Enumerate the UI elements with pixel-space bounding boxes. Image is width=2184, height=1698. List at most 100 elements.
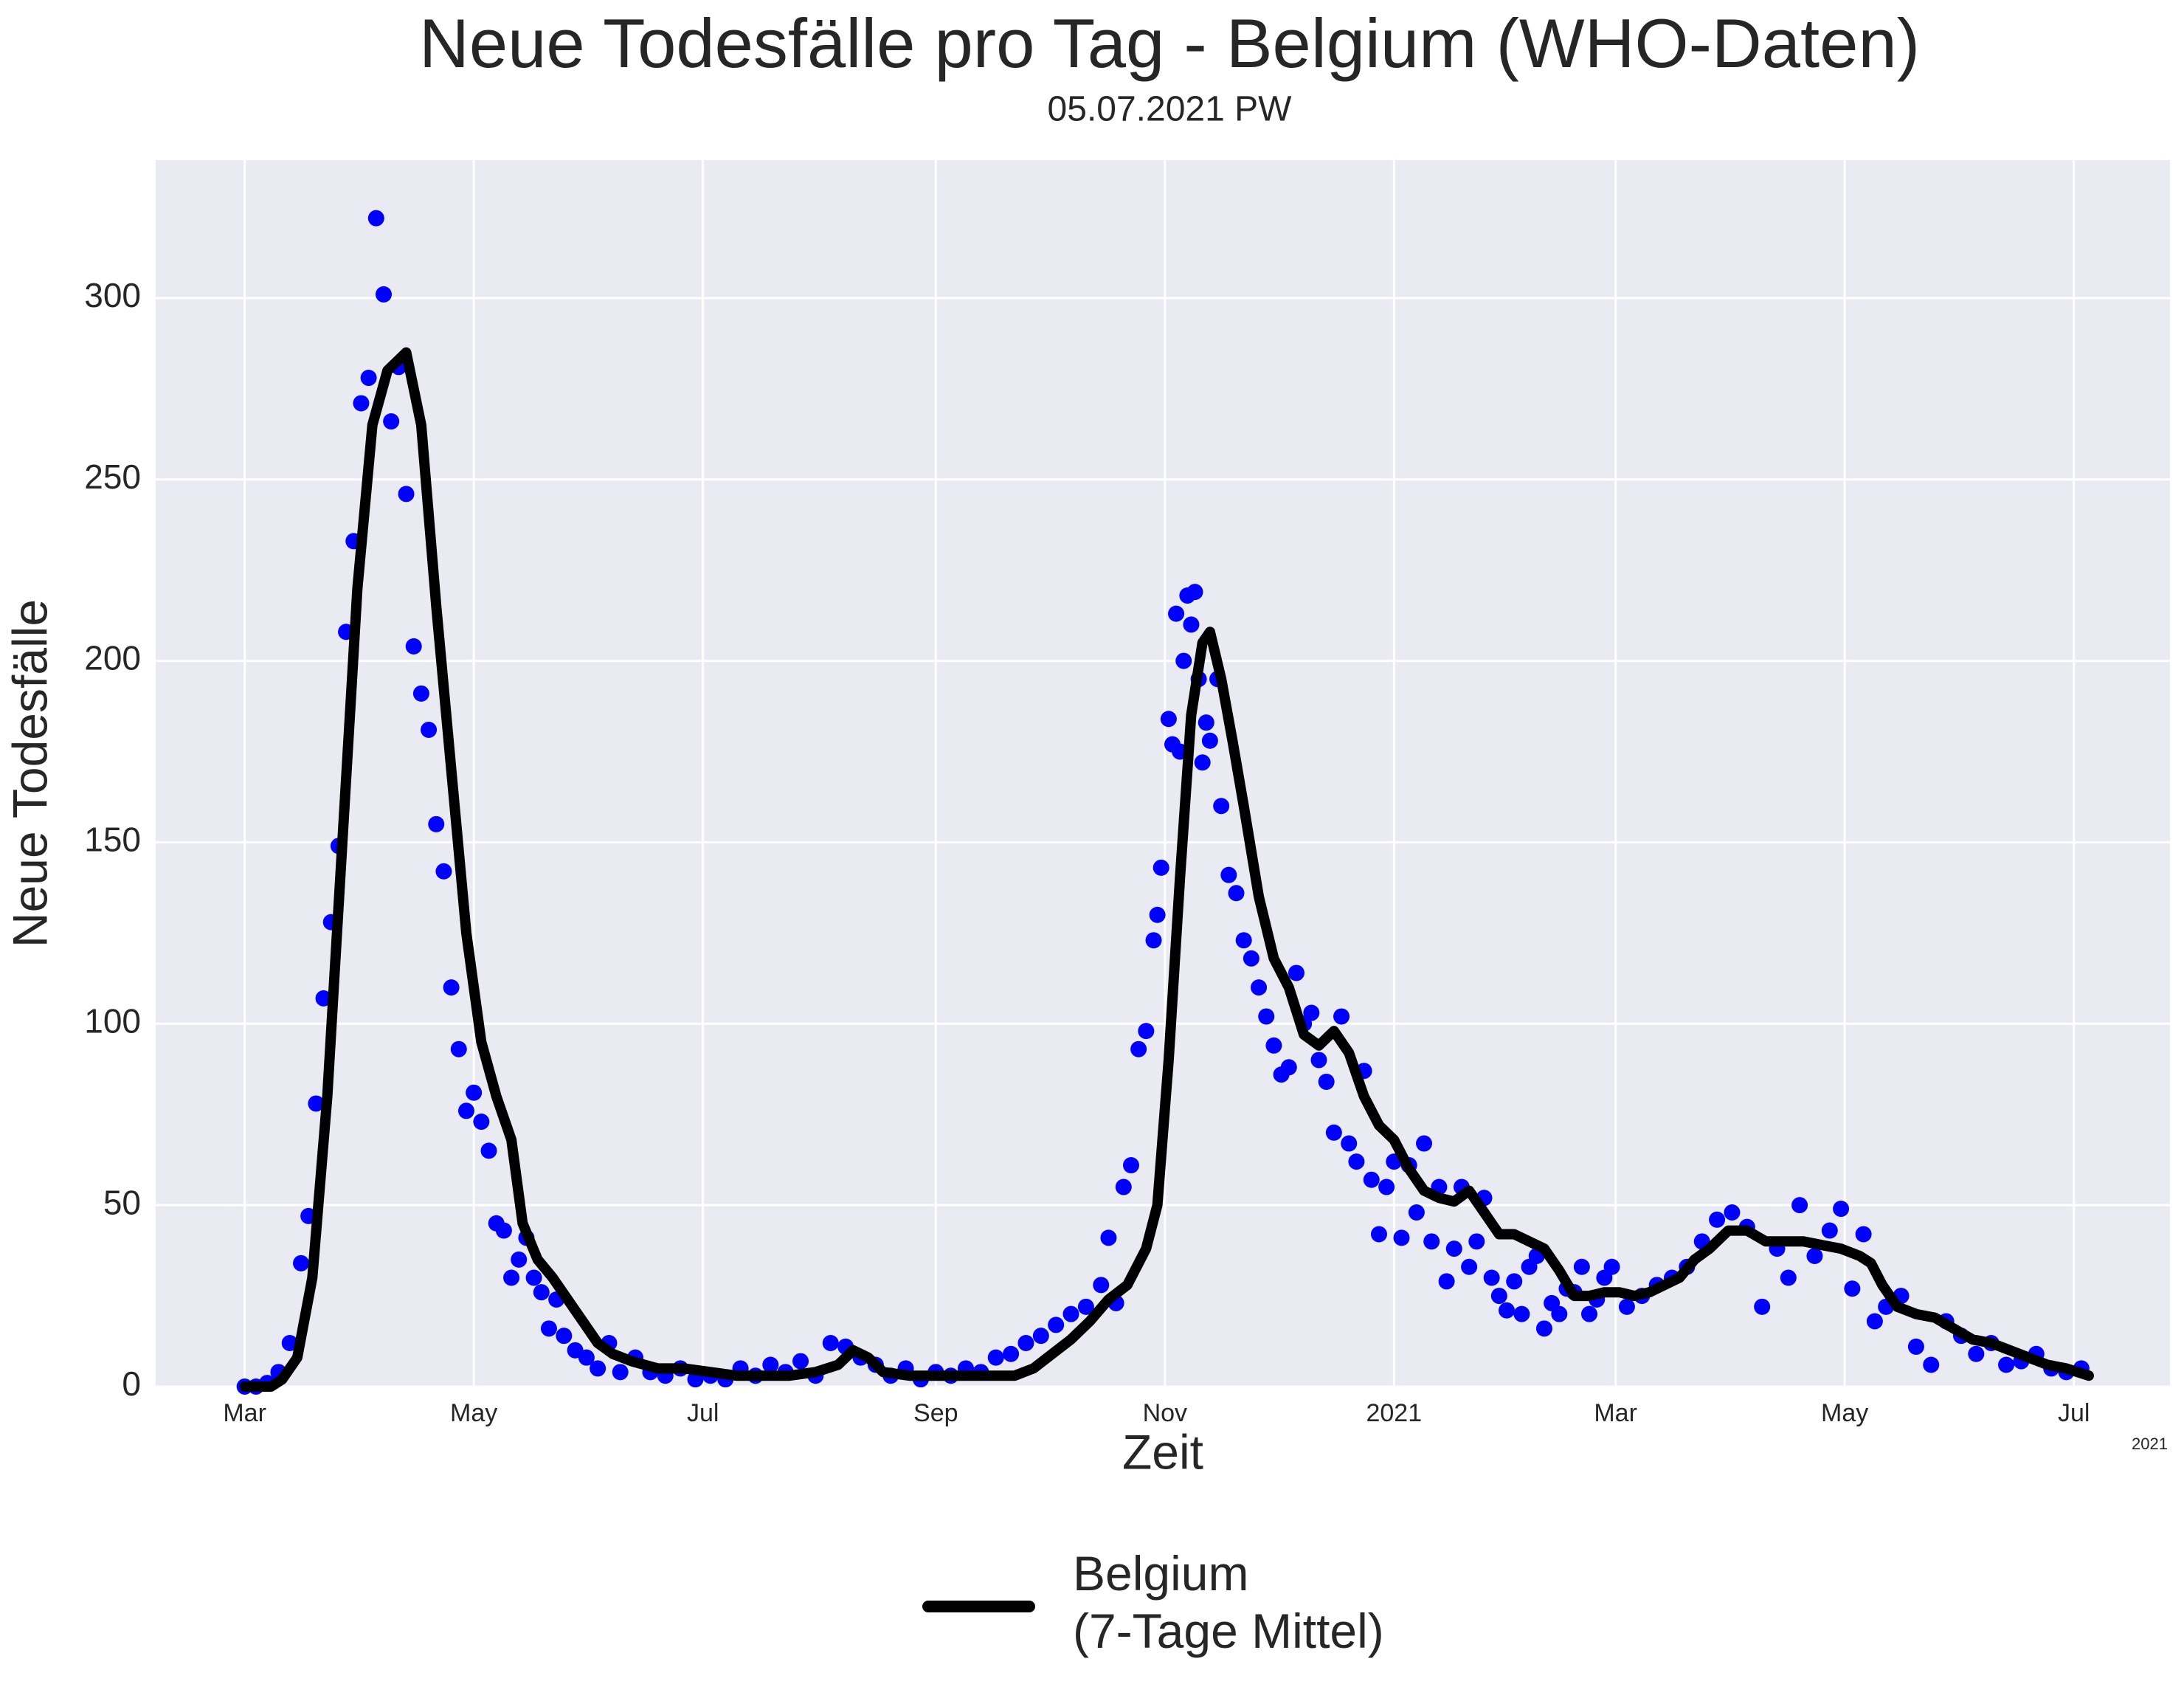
data-point [375, 286, 392, 303]
data-point [1806, 1247, 1823, 1264]
data-point [428, 815, 445, 832]
data-point [495, 1222, 512, 1239]
plot-area [156, 160, 2170, 1387]
data-point [480, 1142, 497, 1159]
data-point [1581, 1305, 1598, 1322]
y-axis-label: Neue Todesfälle [2, 599, 57, 948]
data-point [466, 1084, 483, 1101]
data-point [1122, 1157, 1139, 1174]
data-point [511, 1251, 528, 1268]
data-point [1423, 1233, 1440, 1250]
y-tick-label: 300 [84, 276, 141, 314]
data-point [292, 1254, 309, 1271]
legend: Belgium (7-Tage Mittel) [922, 1546, 1384, 1658]
data-point [398, 486, 415, 503]
data-point [1138, 1023, 1155, 1040]
data-point [1461, 1258, 1478, 1275]
data-point [1265, 1037, 1282, 1054]
legend-label-line: (7-Tage Mittel) [1073, 1604, 1384, 1658]
data-point [1017, 1334, 1034, 1351]
data-point [1855, 1226, 1872, 1243]
data-point [1303, 1004, 1320, 1021]
data-point [1724, 1204, 1741, 1221]
data-point [1618, 1298, 1635, 1315]
x-tick-label: May [450, 1399, 497, 1427]
x-offset-label: 2021 [2132, 1435, 2168, 1453]
data-point [1183, 616, 1200, 633]
data-point [1551, 1305, 1568, 1322]
data-point [1280, 1059, 1297, 1076]
data-point [1145, 932, 1162, 949]
x-tick-label: Jul [2058, 1399, 2090, 1427]
y-tick-label: 200 [84, 639, 141, 677]
data-point [1416, 1135, 1433, 1152]
data-point [1506, 1273, 1523, 1290]
data-point [1198, 714, 1214, 731]
data-point [1754, 1298, 1771, 1315]
chart-title: Neue Todesfälle pro Tag - Belgium (WHO-D… [419, 4, 1920, 82]
data-point [1318, 1073, 1335, 1090]
data-point [590, 1360, 607, 1377]
data-point [1175, 652, 1192, 669]
data-point [1341, 1135, 1358, 1152]
data-point [1513, 1305, 1530, 1322]
data-point [1149, 906, 1166, 923]
data-point [1535, 1320, 1552, 1337]
data-point [1213, 798, 1230, 815]
x-axis-label: Zeit [1122, 1424, 1203, 1479]
data-point [1968, 1345, 1985, 1362]
data-point [1998, 1356, 2015, 1373]
data-point [525, 1269, 542, 1286]
data-point [1408, 1204, 1425, 1221]
data-point [1791, 1197, 1808, 1214]
chart-subtitle: 05.07.2021 PW [1048, 90, 1293, 129]
data-point [360, 370, 377, 387]
data-point [315, 990, 332, 1007]
data-point [1194, 754, 1211, 771]
x-tick-label: Nov [1143, 1399, 1187, 1427]
data-point [405, 638, 422, 655]
data-point [1077, 1298, 1094, 1315]
data-point [1130, 1040, 1147, 1057]
y-tick-label: 150 [84, 821, 141, 859]
data-point [822, 1334, 839, 1351]
data-point [1348, 1153, 1365, 1170]
data-point [987, 1349, 1004, 1366]
x-tick-label: Mar [223, 1399, 266, 1427]
data-point [1499, 1302, 1516, 1319]
data-point [1709, 1211, 1726, 1228]
data-point [1370, 1226, 1387, 1243]
grid [156, 160, 2170, 1388]
x-tick-label: Jul [687, 1399, 719, 1427]
data-point [1821, 1222, 1838, 1239]
y-tick-label: 250 [84, 458, 141, 496]
x-tick-label: Mar [1594, 1399, 1637, 1427]
legend-label: Belgium (7-Tage Mittel) [1073, 1546, 1384, 1658]
data-point [1445, 1240, 1462, 1257]
data-point [1438, 1273, 1455, 1290]
data-point [443, 979, 460, 996]
data-point [1603, 1258, 1620, 1275]
data-point [1907, 1338, 1924, 1355]
data-point [1393, 1229, 1410, 1246]
data-point [457, 1102, 474, 1119]
data-point [1258, 1008, 1275, 1025]
y-tick-label: 50 [103, 1183, 141, 1221]
data-point [1363, 1171, 1380, 1188]
x-tick-label: Sep [913, 1399, 958, 1427]
data-point [1288, 964, 1304, 981]
data-point [421, 721, 438, 738]
data-point [1251, 979, 1268, 996]
data-point [1153, 859, 1169, 876]
x-tick-label: May [1821, 1399, 1868, 1427]
data-point [1923, 1356, 1940, 1373]
data-point [1201, 732, 1218, 749]
data-point [473, 1114, 490, 1131]
data-point [1866, 1313, 1883, 1330]
data-point [308, 1095, 325, 1112]
data-point [1780, 1269, 1797, 1286]
data-point [1243, 950, 1259, 967]
data-point [1100, 1229, 1117, 1246]
data-point [1490, 1288, 1507, 1305]
